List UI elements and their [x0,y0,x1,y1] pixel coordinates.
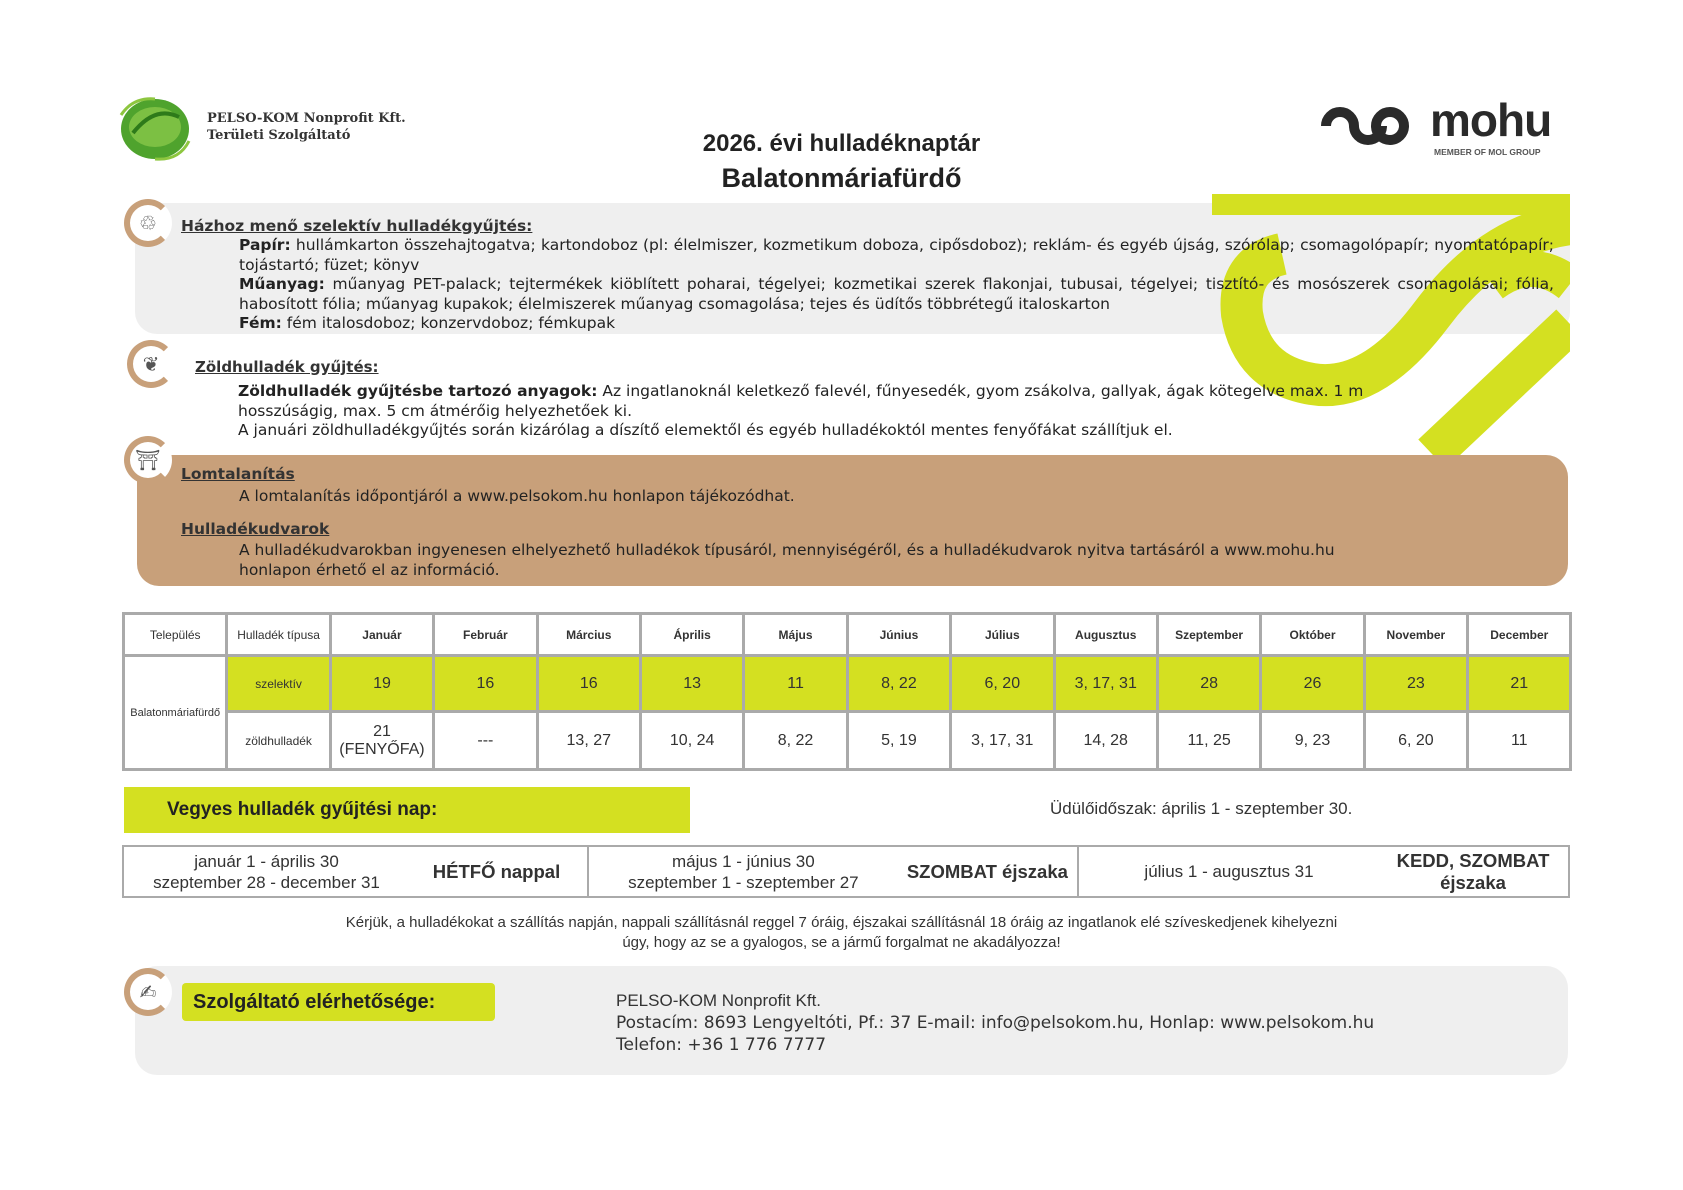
contact-address: Postacím: 8693 Lengyeltóti, Pf.: 37 E-ma… [616,1013,1375,1033]
bulky-panel [137,455,1568,586]
header-month: Június [845,612,953,657]
header-month: November [1362,612,1470,657]
period-range: július 1 - augusztus 31 [1144,862,1314,881]
collection-day: HÉTFŐ nappal [432,860,561,882]
header-month: Július [949,612,1056,657]
date-cell: 3, 17, 31 [949,710,1056,771]
furniture-icon: ⛩ [124,436,172,484]
date-cell: 8, 22 [845,654,953,713]
schedule-period: január 1 - április 30 szeptember 28 - dec… [124,847,589,896]
green-materials-label: Zöldhulladék gyűjtésbe tartozó anyagok: [238,382,598,400]
header-month: Március [535,612,642,657]
date-cell: 9, 23 [1259,710,1366,771]
header-month: Február [432,612,539,657]
date-cell: 14, 28 [1052,710,1159,771]
header-month: Január [328,612,436,657]
company-subtitle: Területi Szolgáltató [207,128,351,143]
contact-label: Szolgáltató elérhetősége: [182,983,495,1021]
date-cell: 6, 20 [1362,710,1470,771]
leaf-recycle-icon [119,97,191,161]
date-cell: 11 [742,654,849,713]
plastic-label: Műanyag: [239,275,325,293]
waste-type-cell: zöldhulladék [225,710,332,771]
metal-label: Fém: [239,314,282,332]
bulky-text: A lomtalanítás időpontjáról a www.pelsok… [239,487,795,505]
metal-text: fém italosdoboz; konzervdoboz; fémkupak [286,314,616,332]
settlement-cell: Balatonmáriafürdő [121,654,229,771]
header-month: December [1466,612,1573,657]
company-name: PELSO-KOM Nonprofit Kft. [207,111,406,126]
period-range: május 1 - június 30 [672,851,815,871]
header-month: Május [742,612,849,657]
selective-heading: Házhoz menő szelektív hulladékgyűjtés: [181,217,533,235]
mixed-waste-label: Vegyes hulladék gyűjtési nap: [124,787,690,833]
collection-day: SZOMBAT éjszaka [906,860,1068,882]
leaf-icon: ❦ [127,340,175,388]
header-month: Április [638,612,746,657]
mixed-schedule: január 1 - április 30 szeptember 28 - dec… [122,845,1570,898]
date-cell: 21 (FENYŐFA) [328,710,436,771]
pelsokom-logo [113,95,198,163]
schedule-period: május 1 - június 30 szeptember 1 - szepte… [589,847,1079,896]
period-range: szeptember 28 - december 31 [153,872,380,892]
header-month: Szeptember [1155,612,1263,657]
header-month: Augusztus [1052,612,1159,657]
period-range: január 1 - április 30 [194,851,339,871]
date-cell: 16 [432,654,539,713]
date-cell: 11, 25 [1155,710,1263,771]
green-january-note: A januári zöldhulladékgyűjtés során kizá… [238,421,1173,439]
date-cell: 23 [1362,654,1470,713]
yards-text: A hulladékudvarokban ingyenesen elhelyez… [239,541,1335,579]
date-cell: 13, 27 [535,710,642,771]
swirl-decoration [1212,194,1570,456]
placement-notice-2: úgy, hogy az se a gyalogos, se a jármű f… [622,934,1061,951]
header-month: Október [1259,612,1366,657]
date-cell: 13 [638,654,746,713]
recycle-icon: ♲ [124,199,172,247]
table-row-green: zöldhulladék 21 (FENYŐFA) --- 13, 27 10,… [124,710,1573,771]
header-settlement: Település [121,612,229,657]
contact-edit-icon: ✍ [124,968,172,1016]
date-cell: 5, 19 [845,710,953,771]
period-range: szeptember 1 - szeptember 27 [628,872,859,892]
header-waste-type: Hulladék típusa [225,612,332,657]
table-row-selective: Balatonmáriafürdő szelektív 19 16 16 13 … [121,654,1573,771]
mohu-logo: mohu MEMBER OF MOL GROUP [1316,94,1572,161]
placement-notice: Kérjük, a hulladékokat a szállítás napjá… [345,914,1338,931]
mohu-symbol-icon [1321,107,1410,145]
date-cell: --- [432,710,539,771]
date-cell: 16 [535,654,642,713]
mohu-tagline: MEMBER OF MOL GROUP [1434,147,1541,157]
page-title: 2026. évi hulladéknaptár [702,130,981,157]
date-cell: 6, 20 [949,654,1056,713]
green-heading: Zöldhulladék gyűjtés: [195,358,379,376]
waste-type-cell: szelektív [225,654,332,713]
paper-label: Papír: [239,236,291,254]
plastic-text: műanyag PET-palack; tejtermékek kiöblíte… [239,275,1554,313]
date-cell: 28 [1155,654,1263,713]
table-header-row: Település Hulladék típusa Január Február… [121,612,1573,657]
paper-text: hullámkarton összehajtogatva; kartondobo… [239,236,1554,274]
page-subtitle: Balatonmáriafürdő [721,163,962,193]
green-materials-text: Az ingatlanoknál keletkező falevél, fűny… [238,382,1364,420]
holiday-period: Üdülőidőszak: április 1 - szeptember 30. [1050,799,1353,818]
schedule-period: július 1 - augusztus 31 KEDD, SZOMBAT éj… [1079,847,1568,896]
contact-company: PELSO-KOM Nonprofit Kft. [616,991,822,1010]
contact-phone: Telefon: +36 1 776 7777 [616,1035,827,1055]
date-cell: 21 [1466,654,1573,713]
mohu-wordmark: mohu [1430,94,1552,146]
calendar-table: Település Hulladék típusa Január Február… [121,612,1573,771]
date-cell: 8, 22 [742,710,849,771]
date-cell: 3, 17, 31 [1052,654,1159,713]
bulky-heading: Lomtalanítás [181,465,295,483]
date-cell: 19 [328,654,436,713]
date-cell: 10, 24 [638,710,746,771]
collection-day: KEDD, SZOMBAT éjszaka [1396,849,1550,893]
date-cell: 26 [1259,654,1366,713]
yards-heading: Hulladékudvarok [181,520,330,538]
date-cell: 11 [1466,710,1573,771]
selective-panel [135,203,1570,334]
